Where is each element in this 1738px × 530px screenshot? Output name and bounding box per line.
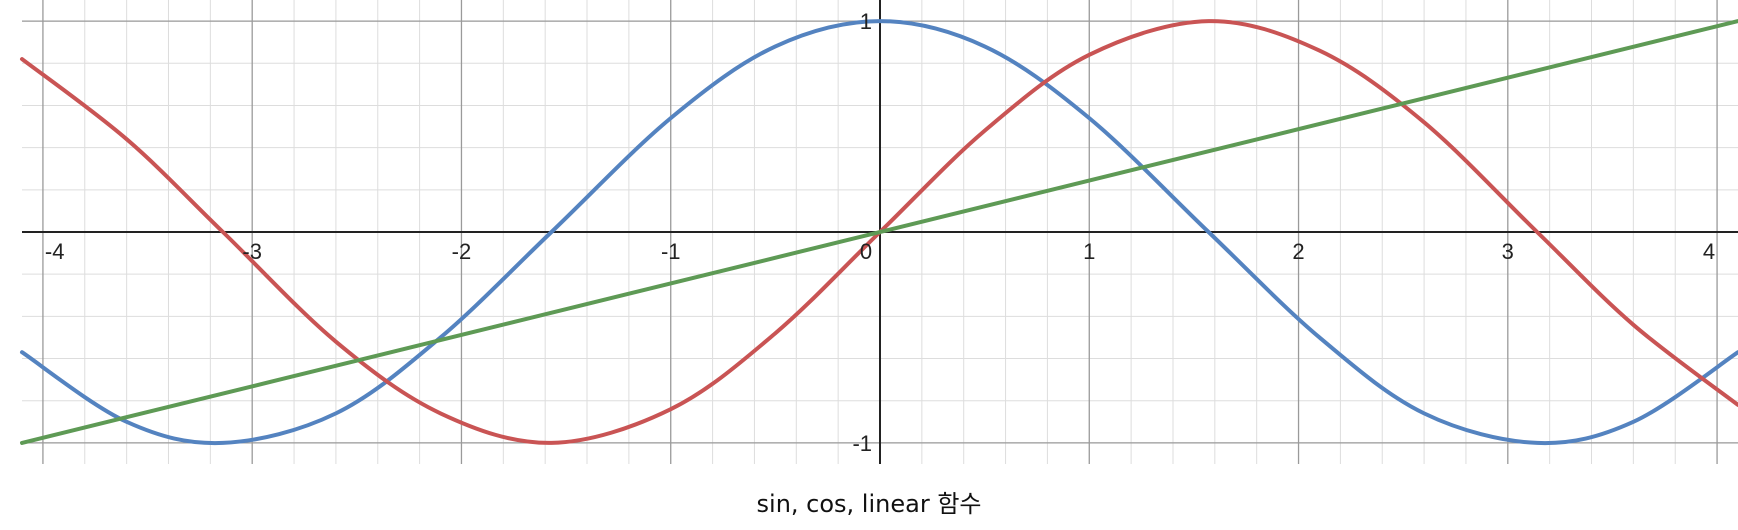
- x-tick-label: 1: [1083, 239, 1095, 264]
- y-tick-label: -1: [852, 431, 872, 456]
- x-tick-label: 0: [860, 239, 872, 264]
- x-tick-label: -1: [661, 239, 681, 264]
- x-tick-label: 3: [1502, 239, 1514, 264]
- chart-caption: sin, cos, linear 함수: [756, 490, 982, 518]
- x-tick-label: -2: [452, 239, 472, 264]
- x-tick-label: 2: [1292, 239, 1304, 264]
- series-line-linear: [20, 19, 1738, 445]
- chart-area: -4 -3 -2 -1 0 1 2 3 4 -1 1: [20, 0, 1738, 464]
- function-graph: -4 -3 -2 -1 0 1 2 3 4 -1 1: [20, 0, 1738, 464]
- y-tick-label: 1: [860, 9, 872, 34]
- x-tick-label: -3: [242, 239, 262, 264]
- x-tick-label: 4: [1703, 239, 1715, 264]
- x-tick-label: -4: [45, 239, 65, 264]
- series-line-cos: [20, 19, 1738, 446]
